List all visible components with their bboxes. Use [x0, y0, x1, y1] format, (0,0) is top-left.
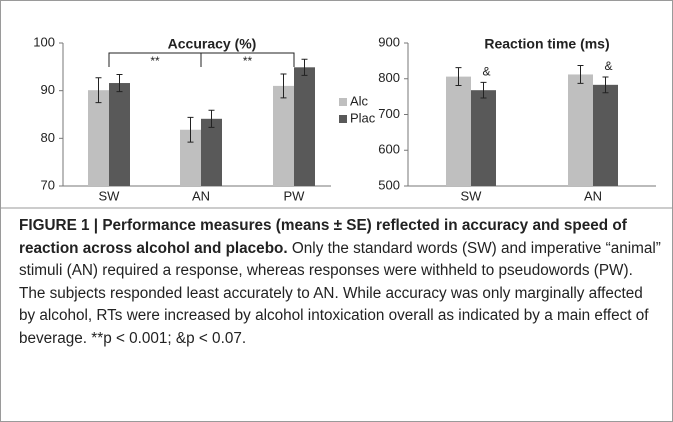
y-tick-label: 100: [33, 34, 55, 49]
x-tick-label: SW: [461, 188, 483, 203]
significance-bracket: [200, 52, 295, 67]
y-tick-label: 900: [378, 34, 400, 49]
y-tick-label: 700: [378, 106, 400, 121]
error-bar: [480, 81, 487, 99]
y-tick-label: 500: [378, 177, 400, 192]
bar: [294, 67, 315, 186]
error-bar: [602, 76, 609, 94]
caption: FIGURE 1 | Performance measures (means ±…: [19, 215, 661, 350]
legend-swatch: [339, 98, 347, 106]
error-bar: [280, 73, 287, 99]
annotation: **: [150, 54, 160, 68]
bar: [88, 90, 109, 186]
x-tick-label: PW: [284, 188, 306, 203]
error-bar: [95, 77, 102, 104]
bar: [109, 83, 130, 186]
error-bar: [301, 58, 308, 76]
bar: [273, 85, 294, 186]
y-tick-label: 70: [41, 177, 55, 192]
error-bar: [208, 109, 215, 128]
chart-title: Reaction time (ms): [484, 36, 609, 52]
bar: [446, 76, 471, 186]
bar: [593, 84, 618, 186]
legend-label: Alc: [350, 93, 369, 108]
chart-title: Accuracy (%): [168, 36, 257, 52]
charts: Accuracy (%) 70 80 90 100 SW AN PW Alc Plac ** ** Re…: [1, 34, 672, 209]
legend-label: Plac: [350, 110, 376, 125]
bar: [201, 118, 222, 186]
annotation: **: [243, 54, 253, 68]
annotation: &: [604, 59, 612, 73]
x-tick-label: AN: [192, 188, 210, 203]
y-tick-label: 800: [378, 70, 400, 85]
legend-swatch: [339, 115, 347, 123]
error-bar: [455, 67, 462, 87]
error-bar: [187, 116, 194, 143]
x-tick-label: SW: [99, 188, 121, 203]
error-bar: [116, 73, 123, 93]
error-bar: [577, 65, 584, 84]
bar: [568, 74, 593, 186]
bar: [180, 129, 201, 186]
bar: [471, 90, 496, 186]
x-tick-label: AN: [584, 188, 602, 203]
y-tick-label: 80: [41, 130, 55, 145]
caption-heading: FIGURE 1 | Performance measures (means ±…: [19, 217, 627, 257]
caption-body: Only the standard words (SW) and imperat…: [19, 239, 661, 347]
annotation: &: [482, 64, 490, 78]
y-tick-label: 90: [41, 82, 55, 97]
y-tick-label: 600: [378, 142, 400, 157]
